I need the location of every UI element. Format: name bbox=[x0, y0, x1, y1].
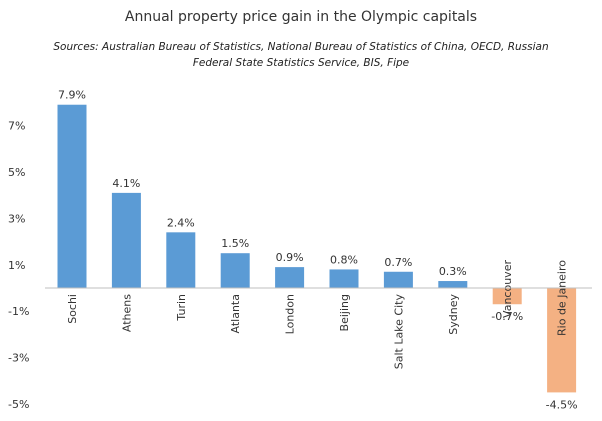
chart-title: Annual property price gain in the Olympi… bbox=[124, 9, 478, 25]
category-label: London bbox=[284, 294, 297, 334]
data-label: -4.5% bbox=[546, 398, 578, 411]
y-tick-label: 3% bbox=[8, 212, 25, 225]
bar bbox=[111, 192, 141, 288]
y-tick-label: 7% bbox=[8, 120, 25, 133]
category-label: Beijing bbox=[338, 294, 351, 331]
data-label: 7.9% bbox=[58, 89, 86, 102]
bar bbox=[547, 288, 577, 393]
category-label: Rio de Janeiro bbox=[556, 260, 569, 336]
bar bbox=[438, 281, 468, 288]
bar bbox=[383, 271, 413, 288]
y-tick-label: -5% bbox=[8, 398, 29, 411]
bar bbox=[492, 288, 522, 305]
data-label: 4.1% bbox=[112, 177, 140, 190]
bar bbox=[275, 267, 305, 288]
data-label: 0.9% bbox=[276, 251, 304, 264]
bar bbox=[329, 269, 359, 288]
bar bbox=[57, 104, 87, 288]
y-tick-label: -3% bbox=[8, 352, 29, 365]
category-label: Athens bbox=[120, 294, 133, 332]
data-label: 0.8% bbox=[330, 253, 358, 266]
category-label: Sochi bbox=[66, 294, 79, 324]
category-label: Sydney bbox=[447, 294, 460, 335]
data-label: 2.4% bbox=[167, 216, 195, 229]
y-tick-label: -1% bbox=[8, 305, 29, 318]
data-label: 1.5% bbox=[221, 237, 249, 250]
category-label: Atlanta bbox=[229, 294, 242, 333]
data-label: 0.3% bbox=[439, 265, 467, 278]
category-label: Vancouver bbox=[501, 260, 514, 318]
y-tick-label: 5% bbox=[8, 166, 25, 179]
category-label: Salt Lake City bbox=[392, 294, 405, 370]
y-tick-label: 1% bbox=[8, 259, 25, 272]
chart-subtitle: Sources: Australian Bureau of Statistics… bbox=[53, 41, 549, 69]
bar bbox=[220, 253, 250, 288]
data-label: 0.7% bbox=[384, 256, 412, 269]
category-label: Turin bbox=[175, 294, 188, 322]
data-label: -0.7% bbox=[491, 310, 523, 323]
bar bbox=[166, 232, 196, 288]
